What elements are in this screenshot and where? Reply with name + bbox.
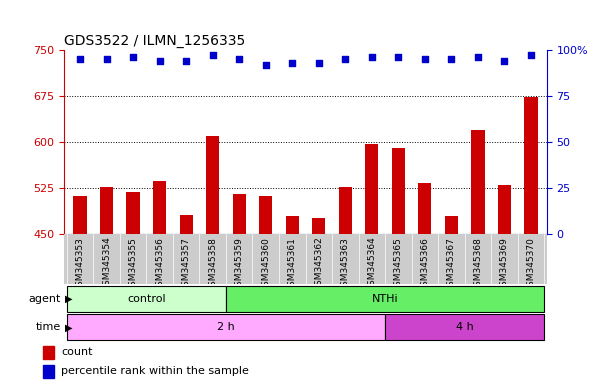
Text: ▶: ▶ bbox=[65, 322, 73, 333]
Text: GSM345364: GSM345364 bbox=[367, 237, 376, 291]
Text: agent: agent bbox=[29, 293, 61, 304]
Point bbox=[393, 54, 403, 60]
Point bbox=[367, 54, 377, 60]
Text: GSM345362: GSM345362 bbox=[314, 237, 323, 291]
Text: GSM345368: GSM345368 bbox=[474, 237, 483, 291]
Point bbox=[101, 56, 111, 62]
Text: GSM345357: GSM345357 bbox=[181, 237, 191, 291]
Point bbox=[500, 58, 510, 64]
Bar bbox=[498, 185, 511, 234]
Text: 4 h: 4 h bbox=[456, 322, 474, 333]
Text: time: time bbox=[36, 322, 61, 333]
Bar bbox=[365, 144, 378, 234]
Point bbox=[234, 56, 244, 62]
Bar bbox=[180, 215, 193, 234]
Point bbox=[128, 54, 138, 60]
Point bbox=[526, 52, 536, 58]
Bar bbox=[206, 136, 219, 234]
Text: GSM345360: GSM345360 bbox=[262, 237, 270, 291]
Text: 2 h: 2 h bbox=[217, 322, 235, 333]
Point bbox=[473, 54, 483, 60]
Bar bbox=[418, 183, 431, 234]
Point bbox=[261, 61, 271, 68]
Text: GSM345356: GSM345356 bbox=[155, 237, 164, 291]
Text: GSM345366: GSM345366 bbox=[420, 237, 430, 291]
Text: GSM345370: GSM345370 bbox=[527, 237, 535, 291]
Point bbox=[155, 58, 164, 64]
Bar bbox=[43, 365, 54, 378]
Text: control: control bbox=[127, 293, 166, 304]
Bar bbox=[233, 194, 246, 234]
Point bbox=[340, 56, 350, 62]
Bar bbox=[126, 192, 140, 234]
Text: GSM345369: GSM345369 bbox=[500, 237, 509, 291]
Text: GSM345354: GSM345354 bbox=[102, 237, 111, 291]
Text: GSM345353: GSM345353 bbox=[76, 237, 84, 291]
Bar bbox=[285, 217, 299, 234]
Bar bbox=[338, 187, 352, 234]
Bar bbox=[312, 218, 326, 234]
Text: NTHi: NTHi bbox=[371, 293, 398, 304]
Text: GDS3522 / ILMN_1256335: GDS3522 / ILMN_1256335 bbox=[64, 33, 246, 48]
Bar bbox=[385, 314, 544, 340]
Bar bbox=[43, 346, 54, 359]
Bar bbox=[445, 217, 458, 234]
Text: percentile rank within the sample: percentile rank within the sample bbox=[61, 366, 249, 376]
Text: GSM345358: GSM345358 bbox=[208, 237, 217, 291]
Bar bbox=[67, 286, 226, 311]
Bar bbox=[471, 130, 485, 234]
Bar bbox=[392, 148, 405, 234]
Text: GSM345365: GSM345365 bbox=[394, 237, 403, 291]
Point bbox=[287, 60, 297, 66]
Bar bbox=[73, 195, 87, 234]
Text: ▶: ▶ bbox=[65, 293, 73, 304]
Bar bbox=[226, 286, 544, 311]
Point bbox=[420, 56, 430, 62]
Bar bbox=[100, 187, 113, 234]
Text: GSM345359: GSM345359 bbox=[235, 237, 244, 291]
Bar bbox=[259, 195, 273, 234]
Bar bbox=[524, 97, 538, 234]
Text: GSM345361: GSM345361 bbox=[288, 237, 297, 291]
Point bbox=[447, 56, 456, 62]
Bar bbox=[153, 181, 166, 234]
Point bbox=[208, 52, 218, 58]
Text: GSM345367: GSM345367 bbox=[447, 237, 456, 291]
Point bbox=[181, 58, 191, 64]
Text: GSM345355: GSM345355 bbox=[128, 237, 137, 291]
Bar bbox=[67, 314, 385, 340]
Text: GSM345363: GSM345363 bbox=[341, 237, 349, 291]
Text: count: count bbox=[61, 347, 93, 357]
Point bbox=[75, 56, 85, 62]
Point bbox=[314, 60, 324, 66]
